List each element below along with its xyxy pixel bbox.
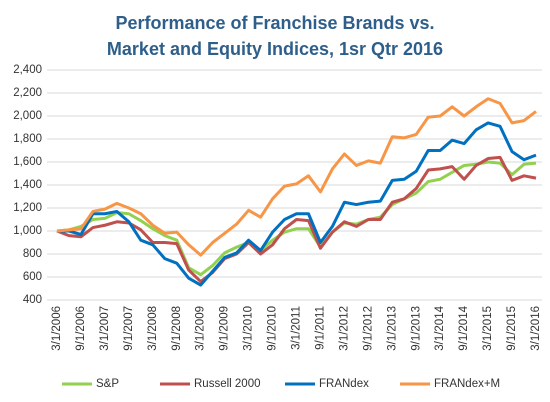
x-tick-label: 9/1/2012 [362,306,374,351]
x-tick-label: 3/1/2015 [482,306,494,351]
x-tick-label: 3/1/2008 [147,306,159,351]
y-tick-label: 600 [23,271,42,283]
y-tick-label: 800 [23,248,42,260]
series-line [57,121,537,287]
y-tick-label: 2,000 [13,110,42,122]
y-tick-label: 2,200 [13,87,42,99]
series-line [56,97,537,257]
x-tick-label: 3/1/2009 [195,306,207,351]
x-tick-label: 3/1/2012 [338,306,350,351]
chart-title: Performance of Franchise Brands vs. Mark… [106,13,444,59]
legend-label: FRANdex+M [434,378,500,390]
x-tick-label: 9/1/2010 [267,306,279,351]
legend-label: FRANdex [319,378,369,390]
y-tick-label: 1,600 [13,156,42,168]
y-tick-label: 400 [23,294,42,306]
x-tick-label: 9/1/2006 [75,306,87,351]
y-tick-label: 2,400 [13,64,42,76]
y-tick-label: 1,400 [13,179,42,191]
y-tick-label: 1,800 [13,133,42,145]
x-tick-label: 3/1/2011 [291,306,303,350]
x-tick-label: 9/1/2008 [171,306,183,351]
x-tick-label: 3/1/2013 [386,306,398,351]
legend-label: S&P [96,378,119,390]
x-tick-label: 9/1/2013 [410,306,422,351]
x-tick-label: 9/1/2014 [458,305,470,350]
x-tick-label: 3/1/2010 [243,306,255,351]
x-tick-label: 9/1/2009 [219,306,231,351]
y-tick-label: 1,000 [13,225,42,237]
x-tick-label: 9/1/2007 [123,306,135,351]
x-tick-label: 3/1/2016 [530,306,542,351]
legend-label: Russell 2000 [194,378,260,390]
x-tick-label: 3/1/2014 [434,305,446,350]
y-tick-label: 1,200 [13,202,42,214]
x-tick-label: 3/1/2007 [99,306,111,351]
x-tick-label: 3/1/2006 [51,306,63,351]
x-tick-label: 9/1/2015 [506,306,518,351]
series-line [56,155,537,284]
x-tick-label: 9/1/2011 [314,306,326,350]
